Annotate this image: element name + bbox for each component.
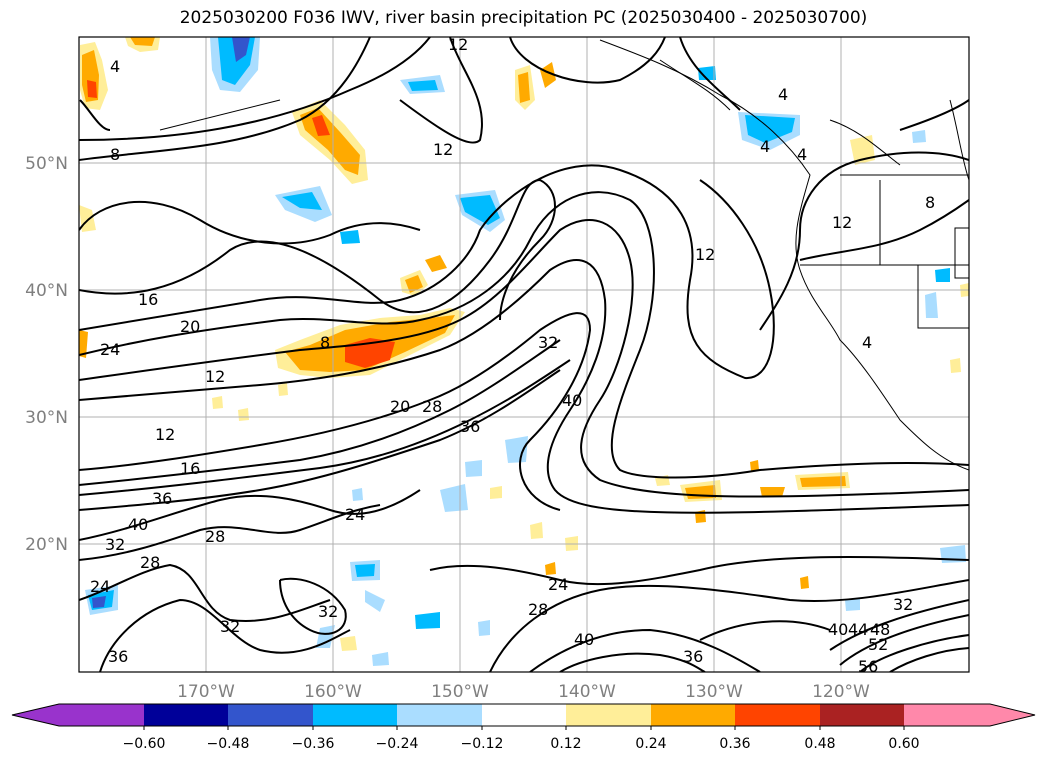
latitude-labels: 50°N 40°N 30°N 20°N xyxy=(25,154,68,555)
contour-label: 16 xyxy=(180,459,200,478)
colorbar-segment-4 xyxy=(313,704,397,726)
contour-label: 36 xyxy=(108,647,128,666)
contour-label: 12 xyxy=(433,140,453,159)
contour-label: 36 xyxy=(152,489,172,508)
contour-label: 48 xyxy=(870,620,890,639)
lon-label-150w: 150°W xyxy=(431,682,489,702)
contour-label: 32 xyxy=(538,333,558,352)
colorbar-tick: −0.24 xyxy=(376,736,419,752)
contour-label: 40 xyxy=(128,515,148,534)
colorbar-tick: −0.60 xyxy=(123,736,166,752)
contour-label: 28 xyxy=(528,600,548,619)
colorbar-segment-5 xyxy=(397,704,482,726)
colorbar-tick: 0.12 xyxy=(550,736,581,752)
longitude-labels: 170°W 160°W 150°W 140°W 130°W 120°W xyxy=(177,682,870,702)
lon-label-120w: 120°W xyxy=(812,682,870,702)
contour-label: 44 xyxy=(848,620,868,639)
contour-label: 28 xyxy=(140,553,160,572)
contour-label: 40 xyxy=(562,391,582,410)
colorbar-tick: −0.36 xyxy=(292,736,335,752)
contour-label: 20 xyxy=(390,397,410,416)
colorbar-segment-6 xyxy=(482,704,566,726)
contour-label: 16 xyxy=(138,290,158,309)
lat-label-20n: 20°N xyxy=(25,535,68,555)
contour-label: 4 xyxy=(778,85,788,104)
colorbar-tick: −0.12 xyxy=(461,736,504,752)
colorbar-segment-0 xyxy=(12,704,59,726)
contour-label: 32 xyxy=(318,602,338,621)
contour-label: 8 xyxy=(320,333,330,352)
map-plot-area: 4 12 8 12 12 8 16 20 24 12 8 12 20 32 28… xyxy=(79,35,969,676)
lon-label-130w: 130°W xyxy=(685,682,743,702)
lat-label-50n: 50°N xyxy=(25,154,68,174)
lat-label-30n: 30°N xyxy=(25,408,68,428)
colorbar-tick: −0.48 xyxy=(207,736,250,752)
contour-label: 4 xyxy=(760,137,770,156)
contour-label: 24 xyxy=(548,575,568,594)
colorbar-segment-8 xyxy=(651,704,735,726)
contour-label: 32 xyxy=(220,617,240,636)
map-frame xyxy=(78,36,970,673)
map-title: 2025030200 F036 IWV, river basin precipi… xyxy=(179,8,868,28)
contour-label: 32 xyxy=(105,535,125,554)
contour-label: 40 xyxy=(828,620,848,639)
colorbar-segment-9 xyxy=(735,704,820,726)
contour-label: 8 xyxy=(110,145,120,164)
contour-labels: 4 12 8 12 12 8 16 20 24 12 8 12 20 32 28… xyxy=(90,35,935,676)
contour-label: 36 xyxy=(460,417,480,436)
colorbar-tick: 0.24 xyxy=(635,736,666,752)
contour-label: 28 xyxy=(422,397,442,416)
contour-label: 28 xyxy=(205,527,225,546)
map-gridlines xyxy=(79,37,969,672)
colorbar-segment-10 xyxy=(820,704,904,726)
contour-label: 12 xyxy=(832,213,852,232)
contour-label: 24 xyxy=(90,577,110,596)
colorbar-tick: 0.60 xyxy=(888,736,919,752)
contour-label: 4 xyxy=(862,333,872,352)
contour-label: 12 xyxy=(448,35,468,54)
colorbar-segment-2 xyxy=(144,704,228,726)
lat-label-40n: 40°N xyxy=(25,281,68,301)
colorbar-segment-3 xyxy=(228,704,313,726)
contour-label: 12 xyxy=(695,245,715,264)
colorbar-segment-11 xyxy=(904,704,1035,726)
contour-label: 40 xyxy=(574,630,594,649)
contour-label: 12 xyxy=(155,425,175,444)
contour-label: 20 xyxy=(180,317,200,336)
contour-label: 36 xyxy=(683,647,703,666)
lon-label-160w: 160°W xyxy=(304,682,362,702)
colorbar: −0.60 −0.48 −0.36 −0.24 −0.12 0.12 0.24 … xyxy=(11,703,1036,752)
contour-label: 8 xyxy=(925,193,935,212)
contour-label: 52 xyxy=(868,635,888,654)
contour-label: 4 xyxy=(110,57,120,76)
contour-label: 24 xyxy=(345,505,365,524)
contour-label: 12 xyxy=(205,367,225,386)
colorbar-tick: 0.36 xyxy=(719,736,750,752)
iwv-contours xyxy=(79,37,969,672)
coastlines xyxy=(159,39,969,471)
contour-label: 4 xyxy=(797,145,807,164)
contour-label: 56 xyxy=(858,657,878,676)
colorbar-segment-1 xyxy=(59,704,144,726)
contour-label: 32 xyxy=(893,595,913,614)
lon-label-140w: 140°W xyxy=(558,682,616,702)
colorbar-tick: 0.48 xyxy=(804,736,835,752)
colorbar-segment-7 xyxy=(566,704,651,726)
contour-label: 24 xyxy=(100,340,120,359)
lon-label-170w: 170°W xyxy=(177,682,235,702)
